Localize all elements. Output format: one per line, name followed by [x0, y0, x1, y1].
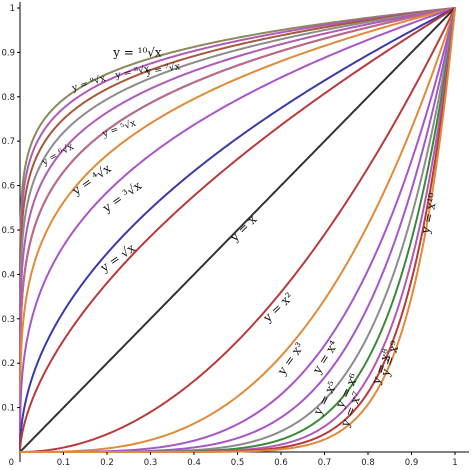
curve-series-1: [19, 7, 456, 453]
origin-label: 0: [9, 458, 14, 468]
x-tick-label: 0.9: [405, 458, 419, 468]
x-tick-label: 0.2: [100, 458, 114, 468]
curve-label: y = ³√x: [99, 178, 144, 215]
x-tick-label: 0.1: [57, 458, 71, 468]
x-tick-label: 0.4: [187, 458, 201, 468]
curve-series-6: [19, 7, 456, 453]
tick-labels: 0.1 0.2 0.3 0.4 0.5 0.6 0.7 0.8 0.9 1 0.1 0.2 0.3 0.4…: [1, 4, 457, 468]
y-tick-label: 0.2: [1, 359, 15, 369]
x-tick-label: 1: [452, 458, 457, 468]
x-tick-label: 0.8: [361, 458, 375, 468]
curve-series-4: [19, 7, 456, 453]
curves: [19, 7, 456, 453]
x-tick-label: 0.3: [144, 458, 158, 468]
curve-series-8: [19, 7, 456, 453]
curve-series-7: [19, 7, 456, 453]
curve-label: y = x⁴: [309, 338, 341, 377]
y-tick-label: 0.5: [1, 226, 15, 236]
curve-series-9: [19, 7, 456, 453]
y-tick-label: 0.9: [1, 48, 15, 58]
y-tick-label: 0.7: [1, 137, 15, 147]
x-tick-label: 0.5: [231, 458, 245, 468]
curve-series-11: [19, 7, 456, 453]
y-tick-label: 0.3: [1, 315, 15, 325]
y-tick-label: 0.4: [1, 270, 15, 280]
x-tick-label: 0.7: [318, 458, 332, 468]
x-tick-label: 0.6: [274, 458, 288, 468]
y-tick-label: 0.8: [1, 93, 15, 103]
curve-series-20: [19, 7, 456, 453]
curve-series-0: [19, 7, 456, 453]
y-tick-label: 0.1: [1, 404, 15, 414]
curve-series-3: [19, 7, 456, 453]
curve-series-2: [19, 7, 456, 453]
curve-series-10: [19, 7, 456, 453]
curve-label: y = ¹⁰√x: [112, 45, 162, 59]
curve-label: y = x: [227, 212, 260, 245]
y-tick-label: 1: [10, 4, 15, 14]
y-tick-label: 0.6: [1, 182, 15, 192]
